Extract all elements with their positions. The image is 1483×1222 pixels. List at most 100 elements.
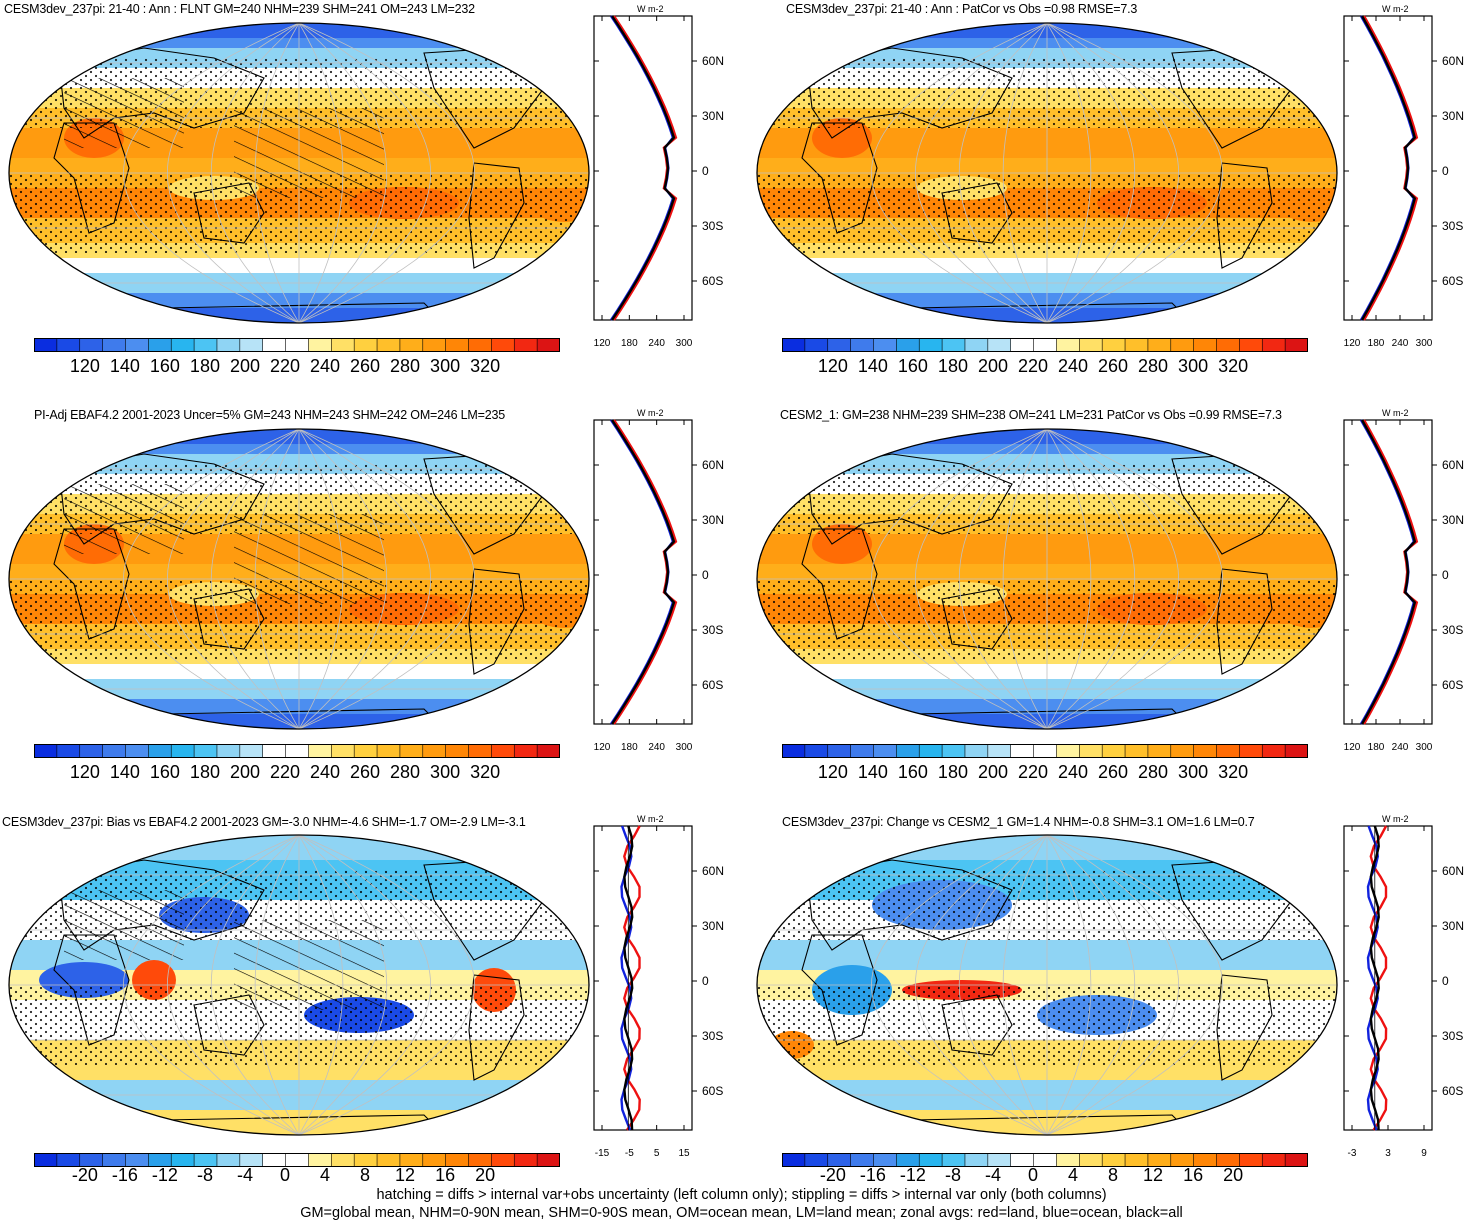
map-border bbox=[8, 428, 590, 730]
graticule-lon bbox=[211, 429, 300, 729]
zonal-lat-label: 30N bbox=[1442, 919, 1464, 933]
colorbar-swatch bbox=[1079, 338, 1103, 352]
colorbar-tick-label: 120 bbox=[69, 356, 100, 376]
zonal-lat-label: 60N bbox=[1442, 458, 1464, 472]
panel-title-5: CESM3dev_237pi: Bias vs EBAF4.2 2001-202… bbox=[2, 815, 526, 829]
zonal-lat-label: 30S bbox=[702, 623, 723, 637]
colorbar-swatch bbox=[513, 744, 538, 758]
colorbar-swatch bbox=[536, 338, 560, 352]
zonal-series-line bbox=[613, 15, 678, 321]
colorbar-swatch bbox=[1147, 744, 1172, 758]
graticule-lon bbox=[298, 429, 475, 729]
zonal-lat-label: 60N bbox=[702, 864, 724, 878]
zonal-lat-label: 0 bbox=[702, 164, 709, 178]
hatching-overlay bbox=[234, 920, 384, 1010]
panel-title-1: CESM3dev_237pi: 21-40 : Ann : FLNT GM=24… bbox=[4, 2, 475, 16]
map-panel-2 bbox=[756, 22, 1338, 324]
colorbar-swatch bbox=[1033, 338, 1058, 352]
colorbar-tick-label: 240 bbox=[1057, 762, 1089, 782]
colorbar-swatch bbox=[239, 744, 264, 758]
colorbar-swatch bbox=[331, 338, 355, 352]
colorbar-swatch bbox=[353, 338, 378, 352]
colorbar-tick-label: 320 bbox=[1218, 356, 1249, 376]
colorbar-swatch bbox=[193, 744, 218, 758]
zonal-lat-label: 30N bbox=[702, 513, 724, 527]
colorbar-swatch bbox=[850, 744, 875, 758]
colorbar-tick-label: 120 bbox=[817, 356, 848, 376]
colorbar-tick-label: 280 bbox=[1138, 762, 1169, 782]
zonal-x-label: -15 bbox=[595, 1148, 610, 1159]
colorbar-swatch bbox=[1101, 338, 1126, 352]
footer-caption-line-1: hatching = diffs > internal var+obs unce… bbox=[376, 1187, 1107, 1203]
zonal-x-label: 240 bbox=[648, 742, 665, 753]
hatching-overlay bbox=[234, 514, 384, 604]
colorbar-tick-label: 240 bbox=[309, 356, 341, 376]
colorbar-tick-label: 260 bbox=[350, 762, 381, 782]
colorbar-swatch bbox=[353, 744, 378, 758]
colorbar-tick-label: 160 bbox=[897, 356, 928, 376]
colorbar-swatch bbox=[1101, 744, 1126, 758]
colorbar-tick-label: 180 bbox=[937, 356, 968, 376]
colorbar-swatch bbox=[850, 338, 875, 352]
colorbar-labels-3: 120 140 160 180 200 220 240 260 280 300 320 bbox=[34, 762, 560, 784]
colorbar-tick-label: -8 bbox=[196, 1165, 213, 1185]
graticule-lon bbox=[298, 23, 475, 323]
colorbar-labels-6: -20 -16 -12 -8 -4 0 4 8 12 16 20 bbox=[782, 1165, 1308, 1187]
zonal-units: W m-2 bbox=[1382, 408, 1409, 418]
graticule-lon bbox=[1046, 429, 1092, 729]
zonal-units: W m-2 bbox=[1382, 4, 1409, 14]
graticule-lon bbox=[167, 23, 300, 323]
colorbar-tick-label: 180 bbox=[189, 356, 220, 376]
colorbar-swatch bbox=[445, 338, 470, 352]
zonal-lat-label: 30S bbox=[702, 219, 723, 233]
colorbar-tick-label: 200 bbox=[977, 356, 1008, 376]
zonal-x-label: -3 bbox=[1348, 1148, 1357, 1159]
zonal-series-line bbox=[623, 825, 634, 1131]
graticule-lon bbox=[871, 23, 1048, 323]
colorbar-swatch bbox=[513, 338, 538, 352]
zonal-frame bbox=[593, 419, 693, 725]
colorbar-swatch bbox=[79, 338, 104, 352]
colorbar-tick-label: 200 bbox=[229, 762, 260, 782]
colorbar-tick-label: -4 bbox=[984, 1165, 1001, 1185]
colorbar-3 bbox=[34, 744, 560, 758]
colorbar-swatch bbox=[102, 744, 127, 758]
colorbar-swatch bbox=[941, 744, 966, 758]
colorbar-swatch bbox=[1079, 744, 1103, 758]
colorbar-4 bbox=[782, 744, 1308, 758]
colorbar-swatch bbox=[308, 744, 333, 758]
zonal-lat-label: 0 bbox=[702, 568, 709, 582]
colorbar-swatch bbox=[308, 338, 333, 352]
panel-title-2: CESM3dev_237pi: 21-40 : Ann : PatCor vs … bbox=[786, 2, 1138, 16]
colorbar-swatch bbox=[79, 744, 104, 758]
panel-title-6: CESM3dev_237pi: Change vs CESM2_1 GM=1.4… bbox=[782, 815, 1255, 829]
colorbar-tick-label: 300 bbox=[430, 762, 461, 782]
colorbar-tick-label: 300 bbox=[430, 356, 461, 376]
colorbar-tick-label: 260 bbox=[350, 356, 381, 376]
colorbar-tick-label: 140 bbox=[857, 356, 888, 376]
colorbar-tick-label: 180 bbox=[189, 762, 220, 782]
graticule-lon bbox=[298, 23, 431, 323]
zonal-series-line bbox=[611, 15, 676, 321]
graticule-lon bbox=[123, 835, 300, 1135]
colorbar-tick-label: 16 bbox=[1183, 1165, 1204, 1185]
graticule-lon bbox=[254, 429, 300, 729]
colorbar-swatch bbox=[987, 338, 1012, 352]
graticule-lon bbox=[298, 835, 475, 1135]
graticule-lon bbox=[1046, 23, 1135, 323]
zonal-x-label: 120 bbox=[594, 742, 611, 753]
colorbar-tick-label: -12 bbox=[151, 1165, 178, 1185]
map-panel-1 bbox=[8, 22, 590, 324]
hatching-overlay bbox=[64, 484, 184, 554]
colorbar-swatch bbox=[782, 338, 806, 352]
zonal-frame bbox=[593, 825, 693, 1131]
colorbar-tick-label: 220 bbox=[269, 762, 301, 782]
zonal-lat-label: 60N bbox=[702, 54, 724, 68]
zonal-plot-4: W m-2 60N 30N 0 30S 60S 120 180 240 300 bbox=[1343, 408, 1464, 753]
colorbar-tick-label: 4 bbox=[320, 1165, 331, 1185]
zonal-lat-label: 60N bbox=[1442, 864, 1464, 878]
map-border bbox=[756, 22, 1338, 324]
graticule-lon bbox=[298, 23, 387, 323]
colorbar-tick-label: 300 bbox=[1178, 762, 1209, 782]
colorbar-swatch bbox=[399, 338, 424, 352]
